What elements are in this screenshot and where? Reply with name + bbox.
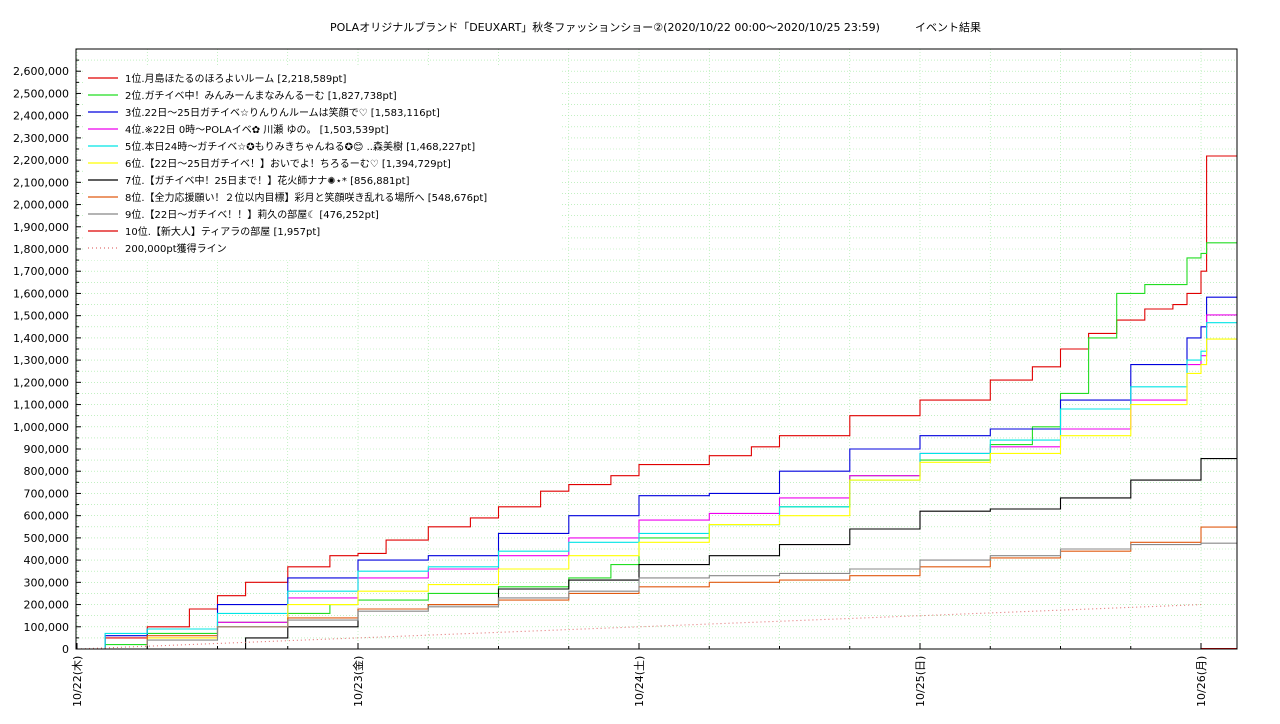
- legend-label: 6位.【22日〜25日ガチイベ！】おいでよ！ちろるーむ♡ [1,394,729p…: [125, 157, 451, 170]
- y-tick-label: 200,000: [24, 599, 70, 612]
- y-tick-label: 400,000: [24, 554, 70, 567]
- y-tick-label: 1,900,000: [13, 221, 69, 234]
- y-tick-label: 100,000: [24, 621, 70, 634]
- y-tick-label: 500,000: [24, 532, 70, 545]
- y-tick-label: 2,100,000: [13, 176, 69, 189]
- chart-subtitle: イベント結果: [915, 20, 981, 34]
- x-tick-label: 10/24(土): [633, 656, 646, 707]
- y-tick-label: 800,000: [24, 465, 70, 478]
- legend-label: 3位.22日〜25日ガチイベ☆りんりんルームは笑顔で♡ [1,583,116pt…: [125, 106, 440, 119]
- y-tick-label: 2,200,000: [13, 154, 69, 167]
- y-tick-label: 300,000: [24, 576, 70, 589]
- series-line-7: [77, 459, 1238, 649]
- legend-label: 2位.ガチイベ中！みんみーんまなみんるーむ [1,827,738pt]: [125, 89, 397, 102]
- y-tick-label: 600,000: [24, 510, 70, 523]
- series-line-3: [77, 297, 1238, 649]
- legend-label: 9位.【22日〜ガチイベ！！】莉久の部屋☾ [476,252pt]: [125, 208, 379, 221]
- y-tick-label: 1,300,000: [13, 354, 69, 367]
- y-tick-label: 1,000,000: [13, 421, 69, 434]
- x-tick-label: 10/25(日): [914, 656, 927, 707]
- y-tick-label: 700,000: [24, 487, 70, 500]
- x-tick-label: 10/23(金): [351, 656, 365, 707]
- y-tick-label: 0: [62, 643, 69, 656]
- y-tick-label: 2,500,000: [13, 87, 69, 100]
- y-tick-label: 1,400,000: [13, 332, 69, 345]
- x-tick-label: 10/22(木): [71, 656, 84, 707]
- series-line-5: [77, 323, 1238, 649]
- legend-label: 8位.【全力応援願い！２位以内目標】彩月と笑顔咲き乱れる場所へ [548,676…: [125, 191, 487, 204]
- series-line-8: [77, 527, 1238, 649]
- y-tick-label: 1,700,000: [13, 265, 69, 278]
- chart-title: POLAオリジナルブランド「DEUXART」秋冬ファッションショー②(2020/…: [330, 20, 880, 34]
- x-tick-label: 10/26(月): [1195, 656, 1208, 707]
- y-tick-label: 2,000,000: [13, 199, 69, 212]
- y-tick-label: 1,600,000: [13, 287, 69, 300]
- y-tick-label: 1,100,000: [13, 399, 69, 412]
- legend-label: 200,000pt獲得ライン: [125, 242, 227, 255]
- legend-label: 7位.【ガチイベ中！25日まで！】花火師ナナ✺⋆* [856,881pt]: [125, 174, 410, 187]
- series-line-4: [77, 315, 1238, 649]
- series-line-9: [77, 543, 1238, 649]
- legend-label: 5位.本日24時〜ガチイベ☆✪もりみきちゃんねる✪😊 ..森美樹 [1,468,…: [125, 140, 475, 153]
- y-tick-label: 900,000: [24, 443, 70, 456]
- y-tick-label: 2,600,000: [13, 65, 69, 78]
- legend-label: 10位.【新大人】ティアラの部屋 [1,957pt]: [125, 225, 320, 238]
- legend-label: 4位.※22日 0時〜POLAイベ✿ 川瀬 ゆの。 [1,503,539pt]: [125, 123, 389, 136]
- y-tick-label: 1,800,000: [13, 243, 69, 256]
- legend-label: 1位.月島ほたるのほろよいルーム [2,218,589pt]: [125, 72, 346, 85]
- y-tick-label: 1,200,000: [13, 376, 69, 389]
- series-line-6: [77, 339, 1238, 649]
- y-tick-label: 2,300,000: [13, 132, 69, 145]
- legend: 1位.月島ほたるのほろよいルーム [2,218,589pt] 2位.ガチイベ中！み…: [84, 66, 562, 260]
- series-line-2: [77, 243, 1238, 649]
- y-tick-label: 2,400,000: [13, 110, 69, 123]
- y-tick-label: 1,500,000: [13, 310, 69, 323]
